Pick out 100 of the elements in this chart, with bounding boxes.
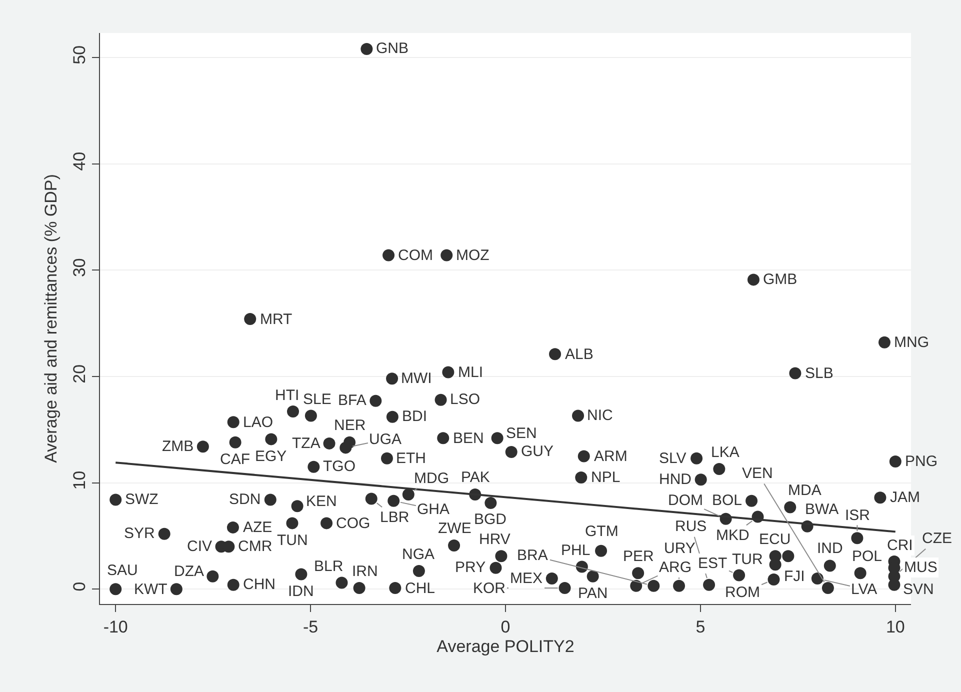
annotation: CHL [405,580,436,597]
x-tick-label: -10 [103,618,128,636]
annotation: ECU [759,531,791,548]
annotation: UGA [369,431,402,448]
annotation: RUS [675,518,707,535]
annotation: URY [664,540,696,557]
annotation: AZE [243,519,272,536]
y-tick-label: 10 [70,470,90,490]
y-axis-title: Average aid and remittances (% GDP) [42,174,61,463]
annotation: CHN [243,576,276,593]
annotation: PRY [455,559,486,576]
y-tick-label: 50 [70,45,90,64]
annotation: MKD [716,527,750,544]
annotation: CZE [922,530,952,547]
annotation: ARM [594,448,628,465]
annotation: BLR [314,558,344,575]
annotation: NPL [591,469,620,486]
annotation: SAU [107,562,138,579]
x-axis-title: Average POLITY2 [436,636,574,656]
annotation: MDA [788,482,822,499]
annotation: SDN [229,491,261,508]
annotation: NER [334,417,366,434]
annotation: SLB [805,365,834,382]
x-tick-label: 0 [500,618,510,636]
annotation: HRV [479,531,510,548]
x-tick-label: 5 [696,618,706,636]
annotation: POL [852,548,882,565]
annotation: MDG [414,470,449,487]
x-tick-label: 10 [886,618,905,636]
annotation: GMB [763,271,798,288]
annotation: BOL [712,492,742,509]
annotation: DZA [174,563,204,580]
annotation: CIV [187,538,212,555]
y-tick-label: 0 [70,582,90,592]
y-tick-label: 20 [70,364,90,384]
annotation: TGO [323,458,356,475]
annotation: HND [659,471,692,488]
annotation: LKA [711,444,740,461]
annotation: ARG [659,559,692,576]
annotation: COM [398,247,433,264]
annotation: NIC [587,407,613,424]
annotation: SWZ [125,491,158,508]
annotation: DOM [668,492,703,509]
annotation: CAF [220,451,250,468]
annotation: GTM [585,523,618,540]
annotation: BEN [453,430,484,447]
annotation: TZA [292,435,320,452]
annotation: ALB [565,346,594,363]
annotation: ZMB [162,438,194,455]
annotation: EST [698,555,728,572]
annotation: BWA [805,501,839,518]
annotation: FJI [784,568,805,585]
annotation: GUY [521,443,554,460]
annotation: CRI [887,537,913,554]
annotation: COG [336,515,370,532]
annotation: PER [623,548,654,565]
annotation: MEX [510,570,543,587]
annotation: ETH [396,450,426,467]
annotation: LAO [243,414,274,431]
annotation: NGA [402,546,435,563]
annotation: MLI [458,364,484,381]
annotation: KWT [134,581,168,598]
annotation: PNG [905,453,938,470]
annotation: ZWE [438,520,472,537]
annotation: MWI [401,370,432,387]
annotation: SVN [903,581,934,598]
annotation: CMR [238,538,272,555]
annotation: ROM [725,584,760,601]
annotation: IDN [288,583,314,600]
annotation: PHL [561,542,590,559]
annotation: VEN [742,465,773,482]
annotation: SEN [506,425,537,442]
annotation: KEN [306,493,337,510]
annotation: HTI [275,387,300,404]
annotation: KOR [473,580,506,597]
annotation: SLV [659,450,686,467]
annotation: PAN [578,585,608,602]
annotation: MNG [894,334,929,351]
annotation: MOZ [456,247,490,264]
x-tick-label: -5 [302,618,318,636]
annotation: MRT [260,311,292,328]
annotation: IRN [352,563,378,580]
annotation: IND [817,540,843,557]
annotation: BRA [517,547,548,564]
annotation: JAM [890,489,920,506]
annotation: LVA [851,581,878,598]
annotation: MUS [904,559,938,576]
annotation: GHA [417,501,450,518]
annotation: BDI [402,408,428,425]
annotation: BFA [338,392,366,409]
y-tick-label: 30 [70,258,90,278]
annotation: GNB [376,40,409,57]
annotation: SLE [303,391,332,408]
y-tick-label: 40 [70,152,90,171]
annotation: PAK [461,469,490,486]
annotation: ISR [845,507,870,524]
annotation: BGD [474,511,507,528]
annotation: TUN [277,532,308,549]
annotation: EGY [255,448,287,465]
annotation: LSO [450,391,480,408]
